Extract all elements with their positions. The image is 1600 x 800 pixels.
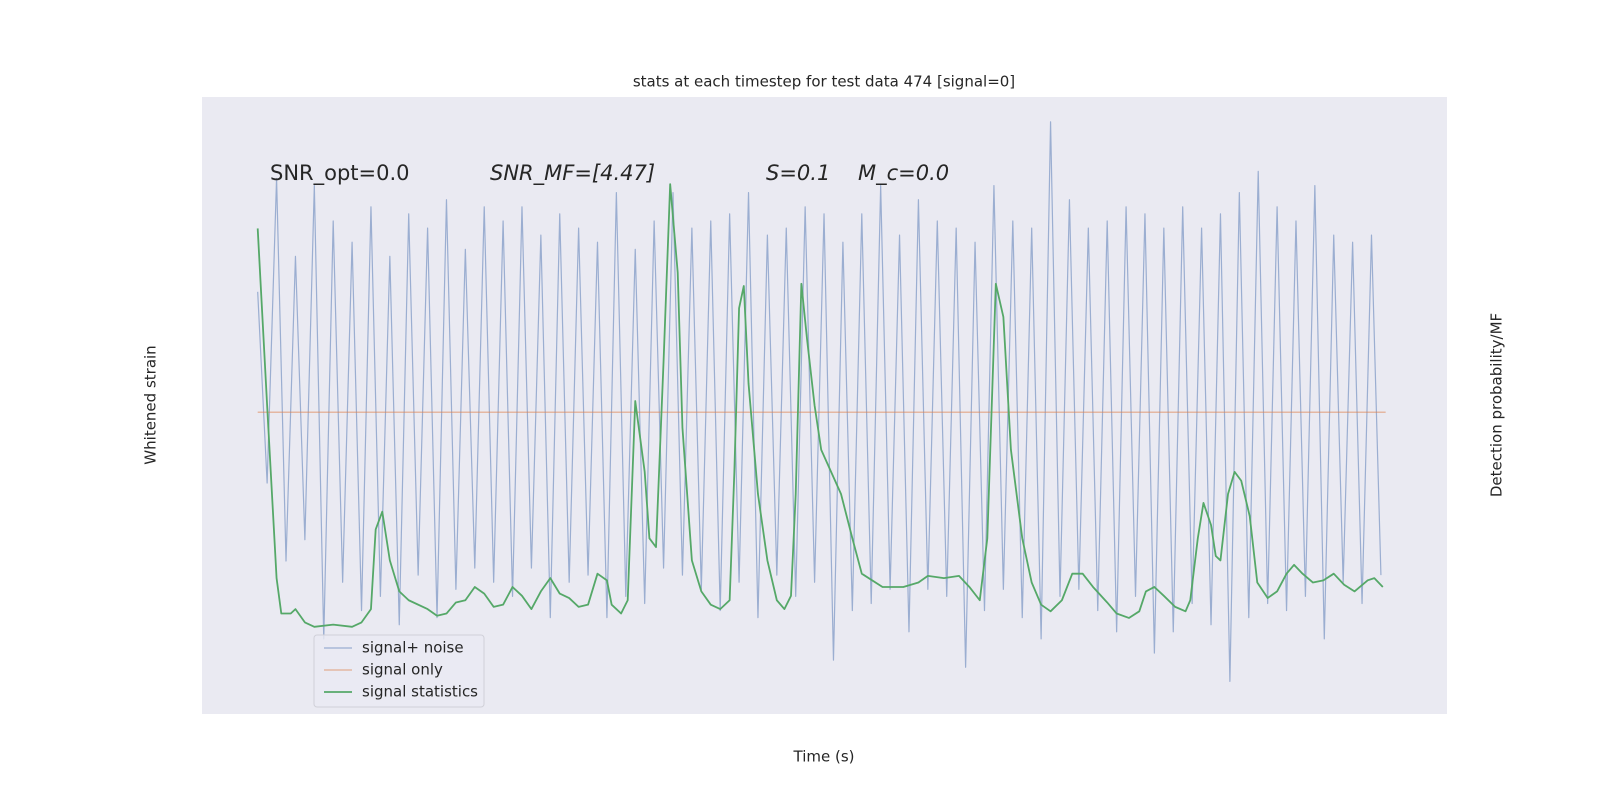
x-axis-label: Time (s): [793, 748, 855, 766]
series-line: [256, 183, 1384, 628]
chart-title: stats at each timestep for test data 474…: [633, 73, 1015, 91]
legend-label: signal+ noise: [362, 639, 464, 657]
annotation: SNR_MF=[4.47]: [490, 161, 655, 186]
annotation: M_c=0.0: [858, 161, 949, 186]
annotation: SNR_opt=0.0: [270, 161, 410, 186]
legend-label: signal statistics: [362, 683, 478, 701]
annotation: S=0.1: [766, 161, 830, 185]
y-axis-label: Whitened strain: [142, 345, 160, 464]
series-line: [257, 121, 1382, 683]
legend-label: signal only: [362, 661, 443, 679]
y2-axis-label: Detection probability/MF: [1488, 313, 1506, 497]
legend-box: [313, 634, 485, 708]
plot-area: [202, 97, 1447, 714]
